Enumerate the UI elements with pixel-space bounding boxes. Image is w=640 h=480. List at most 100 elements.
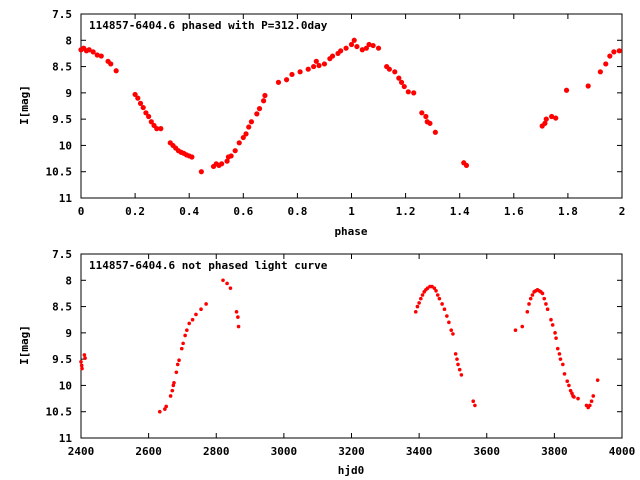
data-point [256,106,263,112]
data-point [459,373,464,377]
data-point [359,47,365,53]
data-point [228,153,234,159]
data-point [190,317,195,322]
x-tick-label: 3200 [338,445,365,458]
y-tick-label: 9 [65,327,72,340]
data-point [316,62,322,69]
data-point [603,61,609,67]
data-point [463,162,470,169]
data-point [572,395,576,399]
data-point [168,394,173,398]
data-point [565,379,570,384]
data-point [228,286,233,290]
y-tick-label: 9.5 [52,353,72,366]
data-point [562,372,567,376]
x-tick-label: 2800 [203,445,230,458]
data-point [177,358,181,362]
data-point [553,331,557,335]
data-point [557,352,562,356]
data-point [445,314,449,318]
data-point [540,291,545,296]
data-point [437,296,442,301]
data-point [563,87,570,93]
data-point [363,45,369,51]
data-point [348,41,355,48]
data-point [527,302,531,306]
x-tick-label: 0.4 [179,205,199,218]
data-point [351,37,357,43]
data-point [224,158,230,164]
data-point [185,328,189,333]
data-point [82,353,87,357]
data-point [411,90,417,96]
x-tick-label: 1.2 [396,205,416,218]
data-point [236,140,242,146]
data-point [343,45,349,51]
y-tick-label: 9.5 [52,113,72,126]
data-point [297,69,303,75]
data-point [555,346,560,351]
data-point [236,315,240,319]
data-point [513,328,518,333]
data-point [453,352,458,356]
data-point [449,328,454,333]
data-point [457,367,462,372]
x-tick-label: 0.2 [125,205,145,218]
data-point [199,307,203,312]
data-point [243,131,249,137]
y-axis-title: I[mag] [18,325,31,365]
x-tick-label: 0.6 [233,205,253,218]
data-point [386,66,392,72]
y-tick-label: 8 [65,274,72,287]
data-point [140,104,146,111]
data-point [181,341,185,346]
panel-title: 114857-6404.6 not phased light curve [89,259,328,272]
data-point [143,110,149,116]
data-point [549,113,555,120]
data-point [419,110,425,116]
data-point [451,332,455,336]
data-point [108,61,114,67]
data-point [554,336,558,340]
data-point [530,293,535,297]
x-tick-label: 3400 [406,445,433,458]
x-tick-label: 2600 [135,445,162,458]
data-point [520,324,525,329]
data-point [79,359,83,364]
data-point [413,310,418,314]
data-point [321,61,328,67]
data-point [543,116,549,122]
data-point [154,126,160,132]
data-point [423,113,429,120]
y-tick-label: 10.5 [46,166,73,179]
data-point [354,43,360,50]
x-tick-label: 1.8 [558,205,578,218]
x-tick-label: 3600 [474,445,501,458]
x-tick-label: 1.6 [504,205,524,218]
data-point [283,77,290,83]
data-point [187,321,191,326]
x-tick-label: 1.4 [450,205,470,218]
data-point [79,363,84,368]
data-point [589,399,594,404]
data-point [528,296,533,301]
data-point [204,302,208,306]
data-point [567,383,571,388]
data-point [434,289,438,293]
data-point [311,63,317,70]
data-point [329,53,336,59]
data-point [148,119,154,125]
data-point [542,296,547,301]
data-point [417,301,421,305]
data-point [576,396,580,401]
data-point [455,357,459,361]
x-tick-label: 0.8 [287,205,307,218]
data-point [375,45,382,51]
data-point [236,324,241,329]
x-tick-label: 2400 [68,445,95,458]
data-point [419,296,423,301]
unphased-light-curve-panel: I[mag] hjd0 114857-6404.6 not phased lig… [18,248,635,477]
data-point [471,399,476,404]
